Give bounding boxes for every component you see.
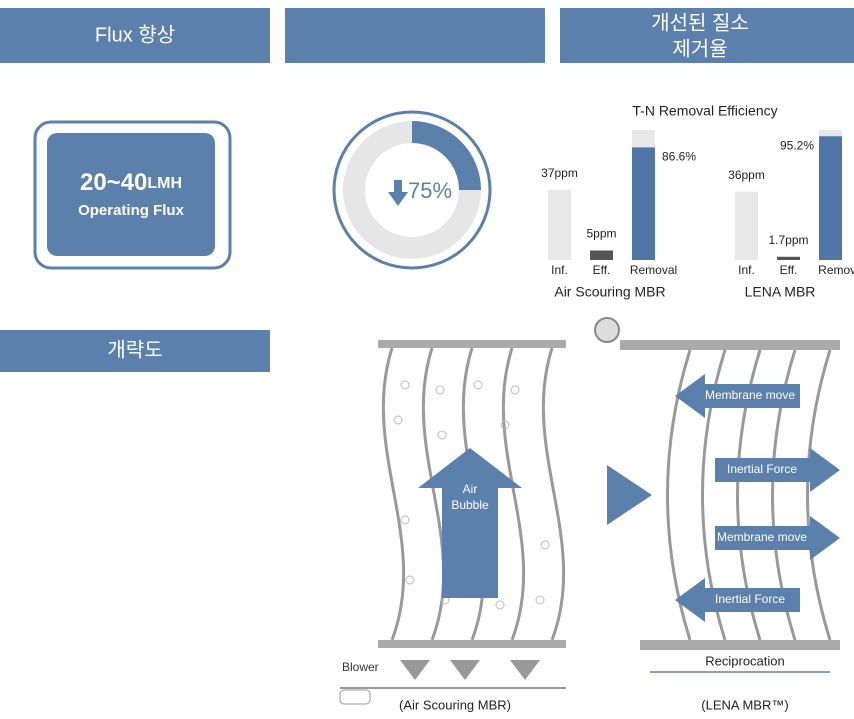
category-label: Eff. xyxy=(780,263,798,277)
arrow-text: Air xyxy=(463,482,478,496)
flux-label: Operating Flux xyxy=(78,202,185,219)
value-label: 5ppm xyxy=(586,227,616,241)
flux-value: 20~40LMH xyxy=(80,169,182,196)
chart-title: T-N Removal Efficiency xyxy=(632,103,777,119)
donut-arc xyxy=(411,121,481,191)
blower-label: Blower xyxy=(342,660,379,674)
arrow-text: Inertial Force xyxy=(727,462,797,476)
group-name: LENA MBR xyxy=(745,284,816,300)
section-bar xyxy=(0,330,270,372)
header-text: Flux 향상 xyxy=(95,23,175,46)
caption: (Air Scouring MBR) xyxy=(399,697,511,712)
flux-frame xyxy=(33,120,232,270)
reciprocation-label: Reciprocation xyxy=(705,653,785,668)
flux-box xyxy=(47,133,215,256)
value-label: 37ppm xyxy=(541,166,578,180)
caption: (LENA MBR™) xyxy=(701,697,788,712)
arrow-text: Inertial Force xyxy=(715,592,785,606)
header-text: 개선된 질소 xyxy=(651,11,749,34)
bar xyxy=(590,250,613,260)
donut-label: 75% xyxy=(408,178,452,203)
header-text: 제거율 xyxy=(672,37,727,60)
section-title: 개략도 xyxy=(107,338,162,361)
value-label: 36ppm xyxy=(728,168,765,182)
bar xyxy=(632,147,655,260)
down-arrow xyxy=(388,180,408,206)
category-label: Inf. xyxy=(738,263,755,277)
value-label: 95.2% xyxy=(780,138,814,152)
right-diagram xyxy=(594,317,840,673)
bar xyxy=(548,189,571,260)
play-arrow xyxy=(607,465,652,525)
value-label: 86.6% xyxy=(662,150,696,164)
left-diagram xyxy=(339,340,566,705)
arrow-text: Bubble xyxy=(451,498,489,512)
value-label: 1.7ppm xyxy=(768,233,808,247)
category-label: Eff. xyxy=(593,263,611,277)
header-bar xyxy=(0,8,270,63)
bar xyxy=(735,191,758,260)
bar xyxy=(777,256,800,260)
category-label: Removal xyxy=(630,263,677,277)
category-label: Inf. xyxy=(551,263,568,277)
category-label: Remova xyxy=(818,263,854,277)
donut-frame xyxy=(332,110,492,270)
header-bar xyxy=(560,8,854,63)
arrow-text: Membrane move xyxy=(705,388,795,402)
group-name: Air Scouring MBR xyxy=(554,284,665,300)
bar xyxy=(819,136,842,260)
header-bar xyxy=(285,8,545,63)
arrow-text: Membrane move xyxy=(717,530,807,544)
